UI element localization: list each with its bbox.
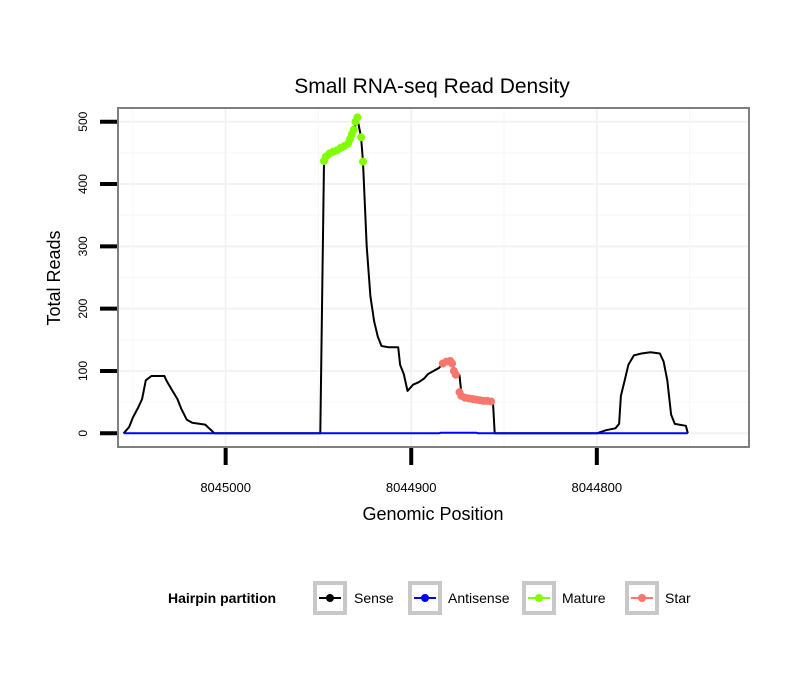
series-layer xyxy=(122,113,689,435)
data-point-mature xyxy=(353,113,362,122)
legend-label-star: Star xyxy=(665,590,691,606)
legend: Hairpin partition Sense Antisense Mature St… xyxy=(168,581,691,615)
y-tick-label: 500 xyxy=(76,111,90,131)
series-antisense xyxy=(123,431,688,435)
legend-label-mature: Mature xyxy=(562,590,606,606)
y-axis-label: Total Reads xyxy=(44,230,64,325)
data-point-star xyxy=(451,370,460,379)
chart-title: Small RNA-seq Read Density xyxy=(294,75,570,98)
data-point-mature xyxy=(357,133,366,142)
data-point-star xyxy=(487,397,496,406)
x-tick-label: 8045000 xyxy=(200,480,251,495)
series-mature xyxy=(320,113,367,166)
y-tick-label: 100 xyxy=(76,361,90,381)
data-point-mature xyxy=(358,157,367,166)
series-line-antisense xyxy=(123,431,688,435)
series-line-sense xyxy=(122,117,689,435)
legend-item-antisense: Antisense xyxy=(408,581,510,615)
legend-item-star: Star xyxy=(625,581,691,615)
legend-item-mature: Mature xyxy=(522,581,606,615)
x-tick-label: 8044900 xyxy=(386,480,437,495)
legend-item-sense: Sense xyxy=(313,581,394,615)
y-tick-label: 200 xyxy=(76,298,90,318)
x-axis: 8045000 8044900 8044800 xyxy=(200,448,622,495)
y-tick-label: 300 xyxy=(76,236,90,256)
legend-label-sense: Sense xyxy=(354,590,394,606)
series-sense xyxy=(122,117,689,435)
x-axis-label: Genomic Position xyxy=(362,504,503,524)
legend-marker-mature xyxy=(535,594,543,602)
data-point-mature xyxy=(349,125,358,134)
legend-marker-sense xyxy=(326,594,334,602)
legend-title: Hairpin partition xyxy=(168,590,276,606)
y-axis: 0 100 200 300 400 500 xyxy=(76,111,117,437)
series-star xyxy=(438,357,496,406)
legend-marker-star xyxy=(638,594,646,602)
legend-label-antisense: Antisense xyxy=(448,590,510,606)
legend-marker-antisense xyxy=(421,594,429,602)
y-tick-label: 0 xyxy=(76,430,90,437)
data-point-star xyxy=(448,359,457,368)
x-tick-label: 8044800 xyxy=(572,480,623,495)
y-tick-label: 400 xyxy=(76,174,90,194)
